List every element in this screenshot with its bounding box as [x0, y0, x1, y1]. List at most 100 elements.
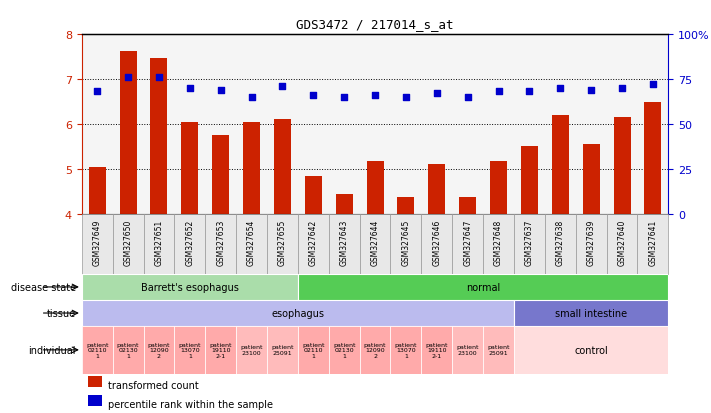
Bar [490, 162, 507, 214]
Point [462, 94, 474, 101]
Bar [298, 214, 328, 274]
Text: patient
25091: patient 25091 [487, 344, 510, 356]
Text: GSM327647: GSM327647 [463, 219, 472, 266]
Text: Barrett's esophagus: Barrett's esophagus [141, 282, 239, 292]
Bar [112, 214, 144, 274]
Bar [390, 214, 422, 274]
Text: GSM327638: GSM327638 [556, 219, 565, 265]
Bar [267, 214, 298, 274]
Text: patient
13070
1: patient 13070 1 [178, 342, 201, 358]
Bar [119, 52, 137, 214]
Bar [452, 214, 483, 274]
Bar [606, 214, 638, 274]
Text: normal: normal [466, 282, 501, 292]
Title: GDS3472 / 217014_s_at: GDS3472 / 217014_s_at [296, 18, 454, 31]
Bar [514, 214, 545, 274]
Text: control: control [574, 345, 608, 355]
Bar [422, 326, 452, 374]
Bar [274, 120, 291, 214]
Bar [82, 300, 514, 326]
Bar [267, 326, 298, 374]
Bar [583, 145, 599, 214]
Text: GSM327648: GSM327648 [494, 219, 503, 265]
Text: patient
02130
1: patient 02130 1 [117, 342, 139, 358]
Bar [243, 122, 260, 214]
Bar [422, 214, 452, 274]
Text: patient
12090
2: patient 12090 2 [148, 342, 170, 358]
Text: GSM327644: GSM327644 [370, 219, 380, 266]
Bar [397, 197, 415, 214]
Bar [82, 274, 298, 300]
Point [184, 85, 196, 92]
Bar [82, 326, 112, 374]
Text: GSM327646: GSM327646 [432, 219, 442, 266]
Text: tissue: tissue [47, 308, 76, 318]
Point [431, 91, 442, 97]
Bar [151, 59, 167, 214]
Bar [452, 326, 483, 374]
Text: GSM327637: GSM327637 [525, 219, 534, 266]
Bar [87, 395, 102, 406]
Text: GSM327640: GSM327640 [618, 219, 626, 266]
Text: patient
02130
1: patient 02130 1 [333, 342, 356, 358]
Bar [82, 214, 112, 274]
Bar [174, 326, 205, 374]
Point [246, 94, 257, 101]
Bar [360, 326, 390, 374]
Bar [514, 300, 668, 326]
Text: GSM327642: GSM327642 [309, 219, 318, 265]
Text: GSM327655: GSM327655 [278, 219, 287, 266]
Text: patient
02110
1: patient 02110 1 [302, 342, 324, 358]
Point [338, 94, 350, 101]
Bar [305, 177, 322, 214]
Point [647, 82, 658, 88]
Bar [428, 165, 445, 214]
Text: GSM327652: GSM327652 [186, 219, 194, 265]
Bar [614, 118, 631, 214]
Text: patient
19110
2-1: patient 19110 2-1 [210, 342, 232, 358]
Bar [576, 214, 606, 274]
Point [493, 89, 504, 95]
Point [555, 85, 566, 92]
Bar [483, 214, 514, 274]
Bar [459, 198, 476, 214]
Point [524, 89, 535, 95]
Bar [236, 214, 267, 274]
Bar [298, 326, 328, 374]
Text: disease state: disease state [11, 282, 76, 292]
Bar [644, 103, 661, 214]
Point [277, 83, 288, 90]
Bar [87, 376, 102, 387]
Text: patient
02110
1: patient 02110 1 [86, 342, 109, 358]
Text: individual: individual [28, 345, 76, 355]
Point [585, 87, 597, 94]
Text: percentile rank within the sample: percentile rank within the sample [108, 399, 273, 408]
Bar [545, 214, 576, 274]
Bar [112, 326, 144, 374]
Point [370, 93, 381, 99]
Text: patient
12090
2: patient 12090 2 [364, 342, 386, 358]
Bar [174, 214, 205, 274]
Text: patient
23100: patient 23100 [240, 344, 263, 356]
Text: transformed count: transformed count [108, 380, 199, 390]
Bar [336, 194, 353, 214]
Bar [390, 326, 422, 374]
Bar [360, 214, 390, 274]
Text: GSM327651: GSM327651 [154, 219, 164, 265]
Text: patient
19110
2-1: patient 19110 2-1 [426, 342, 448, 358]
Text: patient
25091: patient 25091 [271, 344, 294, 356]
Bar [328, 326, 360, 374]
Bar [514, 326, 668, 374]
Bar [483, 326, 514, 374]
Text: small intestine: small intestine [555, 308, 627, 318]
Bar [521, 147, 538, 214]
Bar [298, 274, 668, 300]
Bar [144, 326, 174, 374]
Bar [144, 214, 174, 274]
Text: GSM327654: GSM327654 [247, 219, 256, 266]
Text: GSM327643: GSM327643 [340, 219, 348, 266]
Text: GSM327639: GSM327639 [587, 219, 596, 266]
Point [154, 74, 165, 81]
Text: GSM327641: GSM327641 [648, 219, 658, 265]
Text: patient
13070
1: patient 13070 1 [395, 342, 417, 358]
